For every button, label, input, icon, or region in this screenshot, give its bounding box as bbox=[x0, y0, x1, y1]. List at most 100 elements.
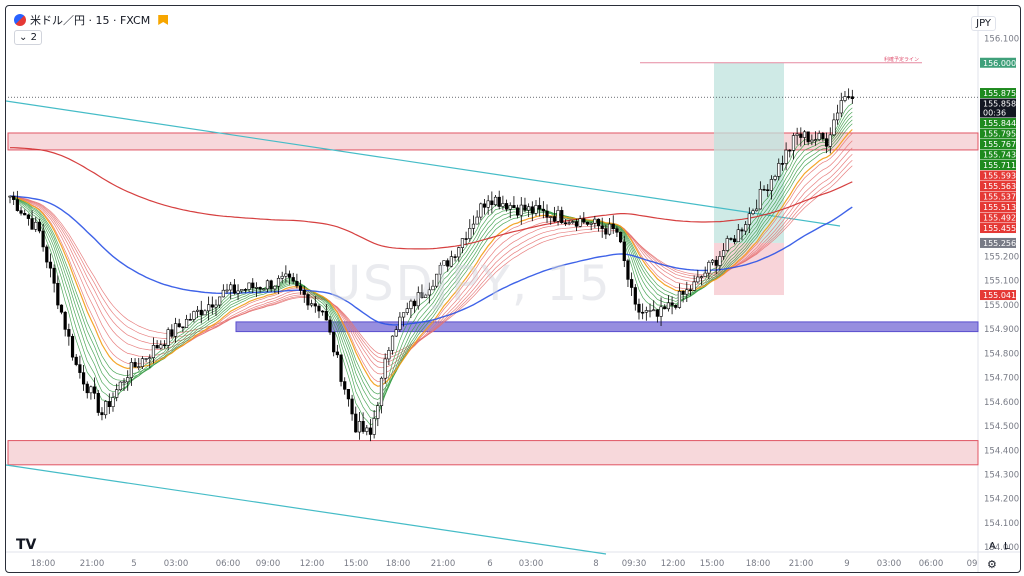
candle-body bbox=[232, 284, 236, 294]
candle-body bbox=[552, 216, 556, 222]
candle-body bbox=[405, 308, 409, 313]
candle-body bbox=[173, 323, 178, 337]
candle-body bbox=[122, 381, 126, 384]
candle-body bbox=[464, 238, 468, 240]
tradingview-logo-icon[interactable]: TV bbox=[16, 537, 37, 553]
candle-body bbox=[486, 200, 490, 208]
candle-body bbox=[560, 210, 564, 223]
ema-red-24 bbox=[9, 140, 853, 375]
candle-body bbox=[655, 309, 659, 317]
x-tick-label: 03:00 bbox=[164, 559, 189, 569]
candle-body bbox=[571, 221, 575, 223]
x-tick-label: 12:00 bbox=[300, 559, 325, 569]
symbol-legend[interactable]: 米ドル／円 · 15 · FXCM bbox=[14, 12, 169, 28]
candle-body bbox=[780, 163, 785, 165]
candle-body bbox=[563, 222, 568, 224]
candle-body bbox=[832, 119, 836, 136]
candle-body bbox=[515, 207, 520, 216]
candle-body bbox=[707, 261, 711, 274]
candle-body bbox=[225, 289, 229, 292]
candle-body bbox=[85, 383, 89, 394]
candle-body bbox=[115, 389, 119, 398]
symbol-watermark: USDJPY, 15 bbox=[326, 256, 612, 312]
candle-body bbox=[836, 112, 840, 121]
candle-body bbox=[56, 282, 60, 306]
candle-body bbox=[357, 421, 362, 433]
candle-body bbox=[589, 222, 593, 225]
bookmark-icon[interactable] bbox=[158, 15, 169, 25]
candle-body bbox=[240, 289, 244, 292]
price-label: 155.858 bbox=[983, 100, 1016, 109]
candle-body bbox=[361, 421, 365, 432]
candle-body bbox=[181, 326, 185, 329]
candle-body bbox=[144, 358, 148, 360]
settings-gear-icon[interactable]: ⚙ bbox=[987, 558, 997, 571]
candle-body bbox=[343, 381, 347, 390]
currency-selector[interactable]: JPY bbox=[971, 16, 996, 31]
candle-body bbox=[295, 281, 299, 287]
candle-body bbox=[81, 372, 86, 385]
x-tick-label: 21:00 bbox=[431, 559, 456, 569]
candle-body bbox=[262, 288, 266, 291]
candle-body bbox=[813, 139, 818, 141]
candle-body bbox=[659, 306, 663, 317]
candle-body bbox=[15, 199, 19, 211]
candle-body bbox=[699, 276, 704, 278]
candle-body bbox=[824, 138, 829, 147]
price-label-bg bbox=[980, 139, 1016, 150]
candle-body bbox=[321, 310, 325, 313]
candle-body bbox=[155, 345, 159, 349]
x-tick-label: 18:00 bbox=[31, 559, 56, 569]
candle-body bbox=[273, 285, 277, 290]
candle-body bbox=[545, 210, 549, 218]
candle-body bbox=[354, 413, 358, 433]
candle-body bbox=[258, 287, 262, 290]
candle-body bbox=[379, 377, 384, 406]
symbol-title[interactable]: 米ドル／円 · 15 · FXCM bbox=[30, 14, 151, 27]
candle-body bbox=[45, 246, 49, 263]
indicator-toggle[interactable]: ⌄ 2 bbox=[14, 30, 42, 45]
log-scale-button[interactable]: L bbox=[1004, 541, 1010, 552]
candle-body bbox=[26, 214, 30, 219]
candle-body bbox=[199, 309, 203, 316]
price-label-bg bbox=[980, 202, 1016, 213]
candle-body bbox=[398, 316, 402, 330]
y-tick-label: 155.200 bbox=[984, 253, 1019, 263]
price-label-bg bbox=[980, 181, 1016, 192]
candle-body bbox=[527, 206, 531, 211]
price-label: 155.875 bbox=[983, 89, 1016, 98]
candle-body bbox=[449, 256, 453, 267]
candle-body bbox=[791, 135, 796, 151]
candle-body bbox=[821, 133, 825, 139]
candle-body bbox=[37, 221, 42, 232]
candle-body bbox=[137, 366, 141, 368]
candle-body bbox=[52, 267, 56, 284]
candle-body bbox=[287, 273, 292, 278]
candle-body bbox=[806, 131, 810, 143]
candle-body bbox=[401, 312, 406, 318]
y-tick-label: 156.100 bbox=[984, 35, 1019, 45]
auto-scale-button[interactable]: A bbox=[989, 541, 996, 552]
candle-body bbox=[221, 289, 225, 298]
candle-body bbox=[523, 204, 527, 211]
candle-body bbox=[508, 205, 512, 210]
candle-body bbox=[490, 200, 494, 206]
price-chart[interactable]: 利確予定ライン 156.100 155.200 155.100 155.000 154.9… bbox=[6, 6, 1020, 572]
candle-body bbox=[747, 213, 751, 225]
candle-body bbox=[67, 329, 71, 337]
candle-body bbox=[626, 260, 630, 280]
ema-green-9 bbox=[9, 111, 853, 413]
candle-body bbox=[530, 206, 534, 214]
candle-body bbox=[784, 149, 788, 164]
candle-body bbox=[471, 223, 476, 229]
candle-body bbox=[457, 247, 461, 258]
candle-body bbox=[633, 287, 637, 305]
candle-body bbox=[453, 256, 457, 258]
candle-body bbox=[48, 261, 53, 269]
candle-body bbox=[269, 280, 273, 290]
y-tick-label: 154.100 bbox=[984, 519, 1019, 529]
candle-body bbox=[479, 203, 483, 218]
candle-body bbox=[666, 302, 671, 310]
chart-frame[interactable]: 利確予定ライン 156.100 155.200 155.100 155.000 154.9… bbox=[5, 5, 1021, 573]
candle-body bbox=[376, 405, 380, 419]
